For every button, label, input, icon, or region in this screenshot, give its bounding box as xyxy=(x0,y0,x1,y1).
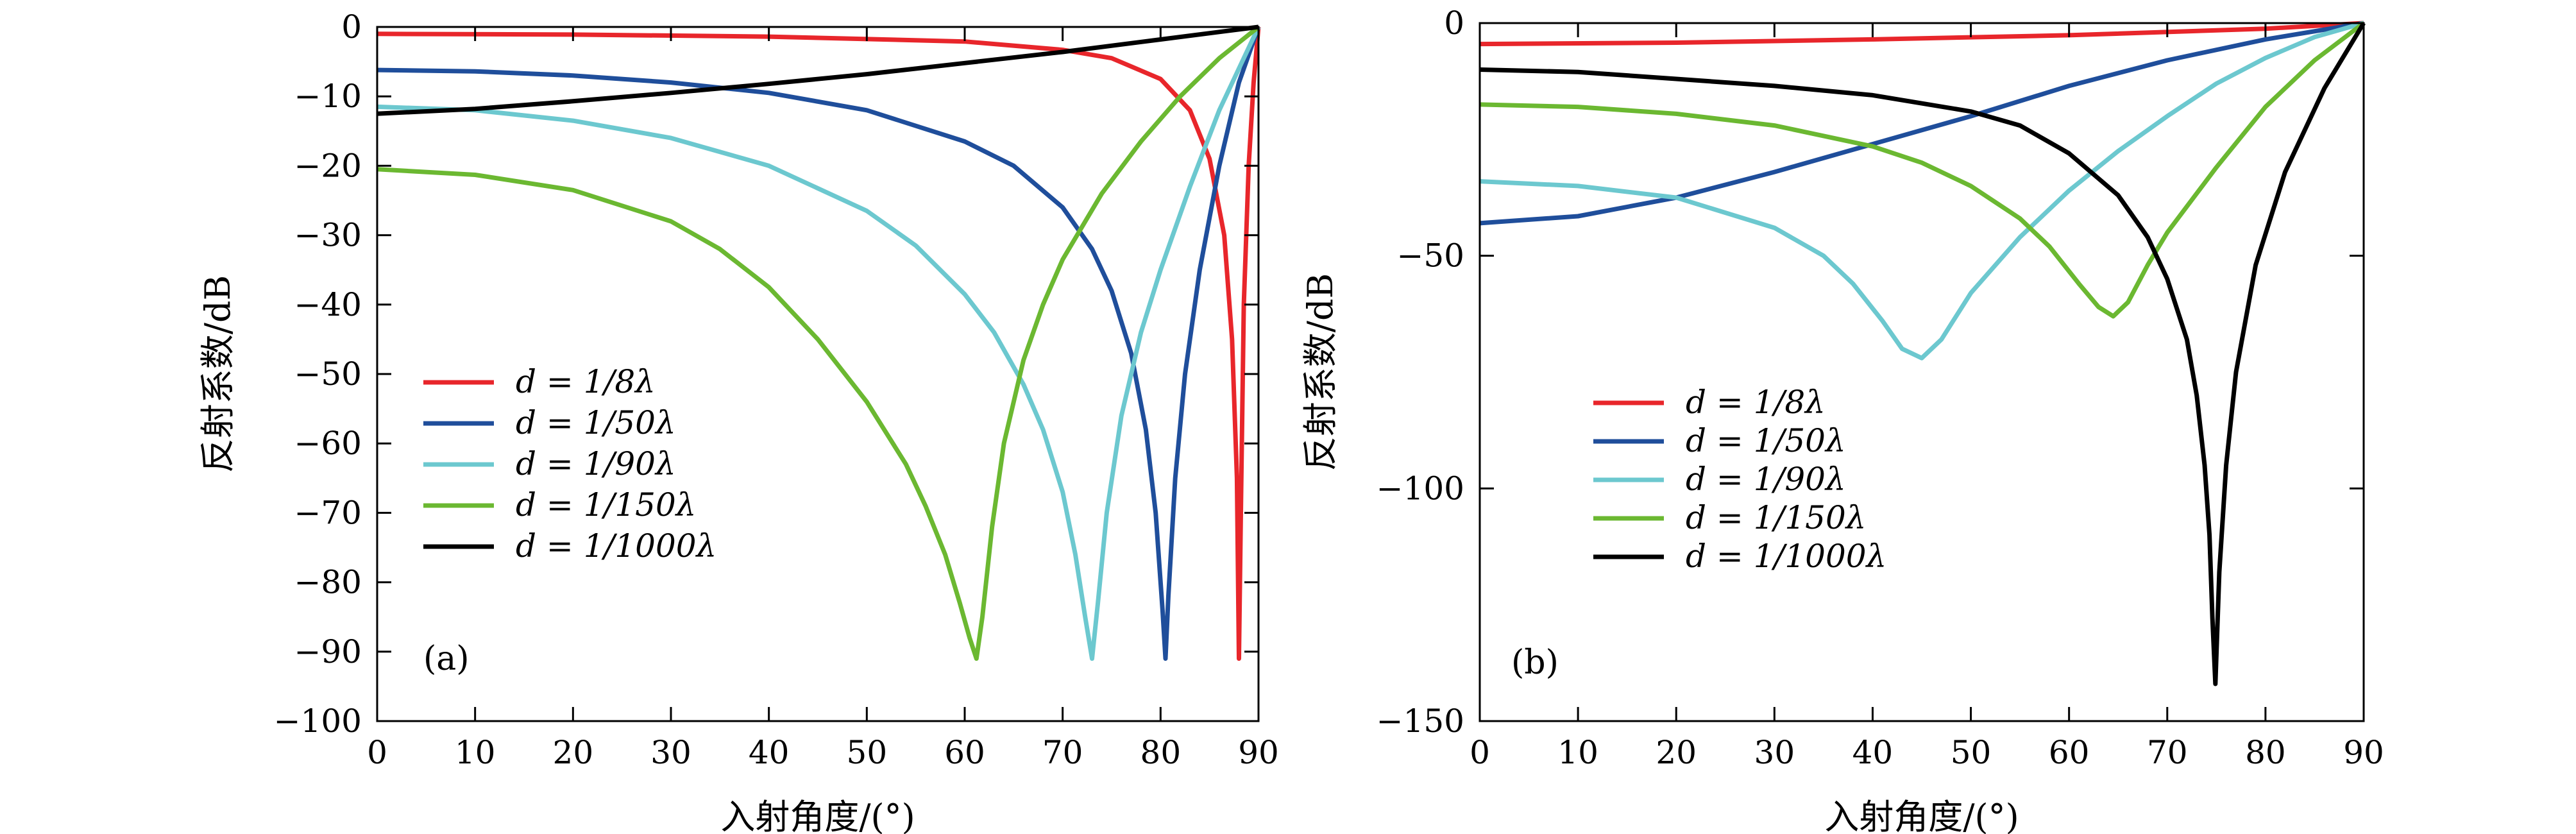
series-line-b-3 xyxy=(1479,21,2366,319)
panel-b-chart: 0 10 20 30 40 50 60 70 80 90 0 −50 −100 −150 入射角度/(°) 反… xyxy=(1300,4,2384,834)
series-line-a-1 xyxy=(377,26,1261,661)
legend-label-b-1: d = 1/50λ xyxy=(1686,422,1846,459)
series-line-a-4 xyxy=(377,24,1259,116)
legend-label-a-3: d = 1/150λ xyxy=(516,486,696,523)
x-tick-label-a-5: 50 xyxy=(847,734,888,771)
panel-label-b: (b) xyxy=(1511,643,1559,682)
x-tick-label-b-8: 80 xyxy=(2245,734,2286,771)
y-tick-label-a-10: −100 xyxy=(274,702,362,740)
legend-label-b-3: d = 1/150λ xyxy=(1686,499,1866,536)
y-tick-label-a-9: −90 xyxy=(294,633,362,670)
x-tick-label-b-6: 60 xyxy=(2049,734,2090,771)
x-tick-label-a-8: 80 xyxy=(1140,734,1182,771)
y-tick-label-a-7: −70 xyxy=(294,494,362,531)
plot-frame-a xyxy=(376,26,1260,722)
x-tick-label-b-4: 40 xyxy=(1852,734,1894,771)
y-tick-label-b-3: −150 xyxy=(1377,702,1464,740)
x-tick-label-a-4: 40 xyxy=(749,734,790,771)
y-tick-label-a-6: −60 xyxy=(294,425,362,462)
panel-a-chart: 0 10 20 30 40 50 60 70 80 90 0 −10 −20 −30 −40 −50 −60 −7… xyxy=(198,8,1279,834)
y-axis-label-b: 反射系数/dB xyxy=(1300,273,1341,471)
legend-label-b-2: d = 1/90λ xyxy=(1686,461,1846,498)
y-tick-label-b-0: 0 xyxy=(1444,4,1464,42)
legend-label-b-4: d = 1/1000λ xyxy=(1686,538,1886,575)
legend-label-a-4: d = 1/1000λ xyxy=(516,527,716,565)
series-line-a-0 xyxy=(377,26,1261,661)
x-tick-label-a-1: 10 xyxy=(455,734,496,771)
x-tick-label-b-3: 30 xyxy=(1754,734,1795,771)
y-tick-label-a-1: −10 xyxy=(294,78,362,115)
x-tick-label-a-6: 60 xyxy=(944,734,985,771)
legend-label-a-0: d = 1/8λ xyxy=(516,363,656,400)
y-tick-label-a-2: −20 xyxy=(294,147,362,184)
plot-frame-b xyxy=(1479,22,2365,722)
x-tick-label-a-0: 0 xyxy=(367,734,387,771)
x-tick-label-b-9: 90 xyxy=(2343,734,2384,771)
y-tick-label-a-8: −80 xyxy=(294,564,362,601)
y-tick-label-a-5: −50 xyxy=(294,355,362,393)
y-axis-label-a: 反射系数/dB xyxy=(198,275,238,473)
x-axis-label-b: 入射角度/(°) xyxy=(1824,797,2019,834)
panel-label-a: (a) xyxy=(423,640,470,678)
y-tick-label-a-0: 0 xyxy=(341,8,362,46)
y-tick-label-b-1: −50 xyxy=(1396,237,1464,275)
x-tick-label-b-0: 0 xyxy=(1470,734,1490,771)
x-tick-label-b-7: 70 xyxy=(2147,734,2188,771)
x-tick-label-b-1: 10 xyxy=(1557,734,1598,771)
x-tick-label-a-9: 90 xyxy=(1238,734,1279,771)
legend-label-b-0: d = 1/8λ xyxy=(1686,384,1826,421)
series-line-b-4 xyxy=(1479,22,2366,686)
x-tick-label-b-5: 50 xyxy=(1951,734,1992,771)
series-line-a-3 xyxy=(377,25,1260,661)
y-tick-label-a-3: −30 xyxy=(294,217,362,254)
x-axis-label-a: 入射角度/(°) xyxy=(720,797,915,834)
legend-label-a-2: d = 1/90λ xyxy=(516,445,676,482)
x-tick-label-a-3: 30 xyxy=(650,734,691,771)
x-tick-label-a-7: 70 xyxy=(1042,734,1083,771)
x-tick-label-b-2: 20 xyxy=(1656,734,1697,771)
y-tick-label-a-4: −40 xyxy=(294,286,362,323)
series-line-b-0 xyxy=(1479,21,2364,47)
series-line-b-1 xyxy=(1479,21,2364,226)
series-line-a-2 xyxy=(377,26,1261,661)
y-tick-label-b-2: −100 xyxy=(1377,470,1464,507)
legend-label-a-1: d = 1/50λ xyxy=(516,404,676,441)
series-line-b-2 xyxy=(1479,21,2364,361)
x-tick-label-a-2: 20 xyxy=(553,734,594,771)
